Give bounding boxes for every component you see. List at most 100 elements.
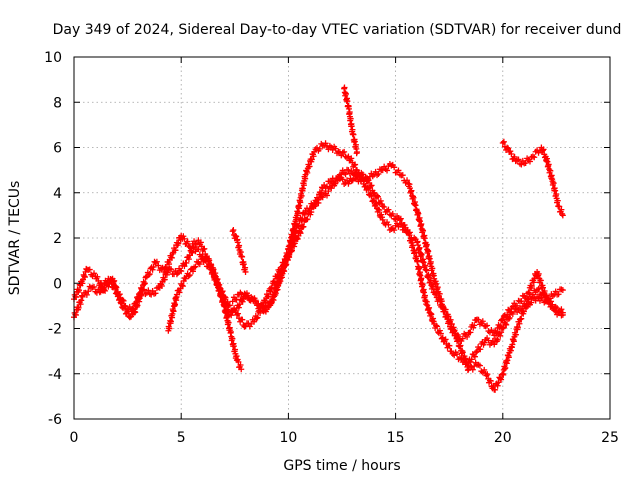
data-point <box>426 255 433 262</box>
data-point <box>461 330 468 337</box>
data-point <box>364 184 371 191</box>
chart-title: Day 349 of 2024, Sidereal Day-to-day VTE… <box>53 22 622 38</box>
data-point <box>339 149 346 156</box>
data-point <box>111 282 118 289</box>
data-point <box>242 268 249 275</box>
data-point <box>304 216 311 223</box>
data-point <box>251 295 258 302</box>
data-point <box>141 280 148 287</box>
data-point <box>195 259 202 266</box>
data-point <box>526 290 533 297</box>
data-point <box>172 301 179 308</box>
data-point <box>416 265 423 272</box>
data-point <box>239 253 246 260</box>
data-point <box>420 227 427 234</box>
data-point <box>528 283 535 290</box>
data-point <box>232 232 239 239</box>
data-point <box>179 283 186 290</box>
data-point <box>525 289 532 296</box>
data-point <box>329 146 336 153</box>
data-point <box>497 375 504 382</box>
data-point <box>149 266 156 273</box>
data-point <box>481 366 488 373</box>
data-point <box>212 274 219 281</box>
data-point <box>512 331 519 338</box>
data-point <box>296 202 303 209</box>
data-point <box>503 314 510 321</box>
data-point <box>372 201 379 208</box>
data-point <box>537 277 544 284</box>
data-point <box>404 177 411 184</box>
series-trace-1 <box>71 232 245 373</box>
data-point <box>308 156 315 163</box>
data-point <box>384 167 391 174</box>
data-point <box>498 376 505 383</box>
x-tick-label: 15 <box>387 430 405 446</box>
data-point <box>494 382 501 389</box>
data-point <box>429 265 436 272</box>
data-point <box>451 352 458 359</box>
data-point <box>342 171 349 178</box>
data-point <box>433 322 440 329</box>
data-point <box>284 251 291 258</box>
data-point <box>89 284 96 291</box>
data-point <box>290 225 297 232</box>
data-point <box>529 153 536 160</box>
data-point <box>425 248 432 255</box>
data-point <box>471 363 478 370</box>
data-point <box>85 288 92 295</box>
data-point <box>492 329 499 336</box>
data-point <box>313 144 320 151</box>
data-point <box>299 185 306 192</box>
data-point <box>119 296 126 303</box>
data-point <box>108 278 115 285</box>
data-point <box>433 280 440 287</box>
data-point <box>306 163 313 170</box>
data-point <box>142 274 149 281</box>
data-points <box>71 84 566 393</box>
data-point <box>368 193 375 200</box>
data-point <box>332 145 339 152</box>
data-point <box>275 280 282 287</box>
data-point <box>277 275 284 282</box>
data-point <box>148 291 155 298</box>
data-point <box>300 223 307 230</box>
data-point <box>508 150 515 157</box>
y-tick-label: 8 <box>53 95 62 111</box>
data-point <box>373 200 380 207</box>
data-point <box>166 325 173 332</box>
data-point <box>122 302 129 309</box>
data-point <box>332 179 339 186</box>
data-point <box>315 196 322 203</box>
data-point <box>479 318 486 325</box>
data-point <box>379 216 386 223</box>
data-point <box>417 218 424 225</box>
data-point <box>233 311 240 318</box>
data-point <box>471 353 478 360</box>
data-point <box>499 139 506 146</box>
data-point <box>233 296 240 303</box>
data-point <box>412 249 419 256</box>
data-point <box>238 366 245 373</box>
y-tick-label: -6 <box>48 412 62 428</box>
data-point <box>394 220 401 227</box>
y-tick-label: 2 <box>53 231 62 247</box>
data-point <box>183 260 190 267</box>
x-tick-label: 5 <box>177 430 186 446</box>
data-point <box>294 209 301 216</box>
data-point <box>116 291 123 298</box>
data-point <box>487 377 494 384</box>
data-point <box>96 289 103 296</box>
data-point <box>234 239 241 246</box>
data-point <box>189 249 196 256</box>
data-point <box>528 295 535 302</box>
data-point <box>518 315 525 322</box>
data-point <box>420 259 427 266</box>
data-point <box>322 140 329 147</box>
data-point <box>477 346 484 353</box>
x-tick-label: 20 <box>494 430 512 446</box>
data-point <box>254 314 261 321</box>
data-point <box>298 192 305 199</box>
data-point <box>77 301 84 308</box>
data-point <box>406 229 413 236</box>
